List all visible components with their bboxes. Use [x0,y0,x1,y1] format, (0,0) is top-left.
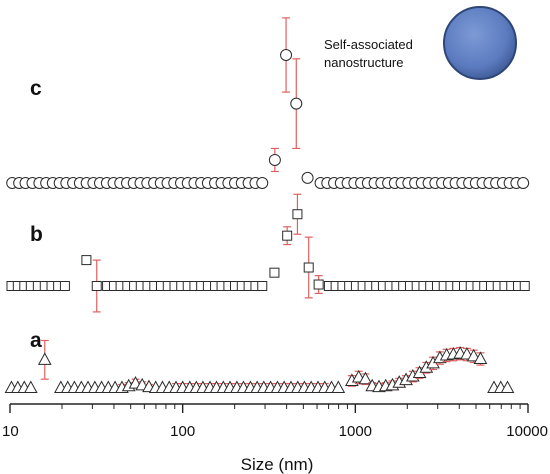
triangle-marker [23,380,38,393]
panel-b: b [6,193,530,313]
triangle-marker [473,351,488,364]
x-tick-label: 100 [170,423,195,440]
x-tick-label: 10 [2,423,19,440]
circle-marker [517,177,530,189]
square-marker [303,262,314,273]
circle-marker [301,171,314,184]
circle-marker [268,153,281,166]
x-axis-ticks: 10 100 1000 10000 [2,404,548,440]
triangle-marker [331,380,346,393]
annotation-line-1: Self-associated [324,37,413,52]
panel-a: a [4,329,515,393]
nanostructure-annotation: Self-associated nanostructure [324,37,417,70]
x-tick-label: 10000 [506,423,548,440]
triangle-marker [500,380,515,393]
triangle-marker [358,371,373,385]
x-tick-label: 1000 [339,423,372,440]
square-marker [269,267,280,278]
square-marker [59,281,70,291]
chart-panels: a b c [4,17,530,393]
circle-marker [256,177,269,189]
square-marker [81,255,92,266]
x-axis-title: Size (nm) [241,455,314,474]
triangle-marker [466,348,481,362]
nanostructure-sphere-icon [443,6,517,80]
square-marker [257,281,268,291]
square-marker [282,230,293,241]
circle-marker [290,97,303,110]
panel-c: c [6,17,530,189]
square-marker [313,279,324,290]
square-marker [91,281,102,291]
annotation-line-2: nanostructure [324,55,404,70]
square-marker [292,209,303,220]
panel-label-b: b [30,223,43,246]
panel-label-c: c [30,77,42,100]
panel-label-a: a [30,329,42,352]
circle-marker [280,49,293,61]
triangle-marker [37,352,52,365]
square-marker [519,281,530,291]
